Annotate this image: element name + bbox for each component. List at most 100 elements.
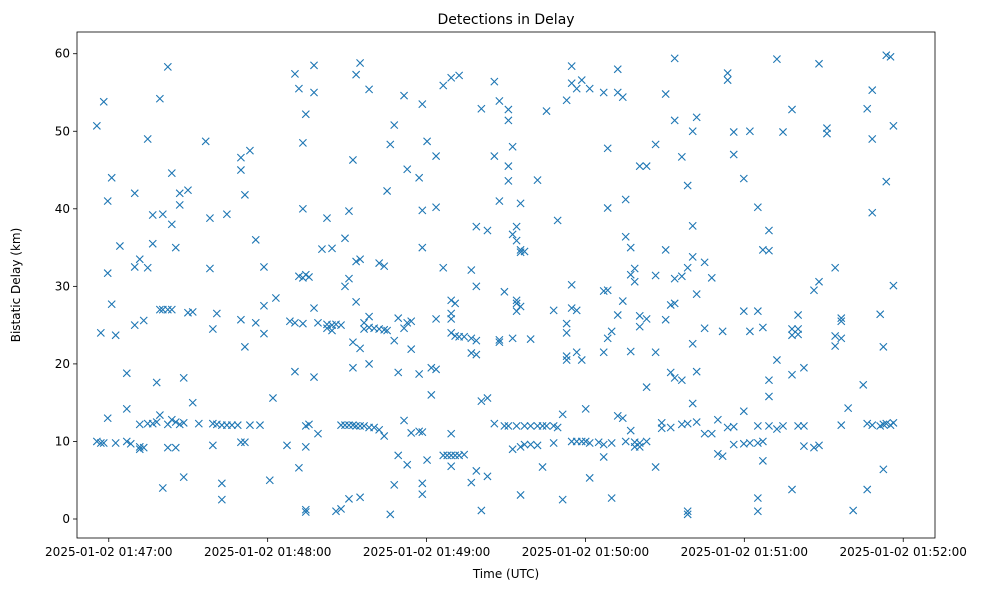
data-point: [599, 348, 608, 357]
data-point: [745, 127, 754, 136]
data-point: [788, 105, 796, 114]
data-point: [365, 359, 374, 368]
data-point: [599, 452, 608, 461]
x-tick-label: 2025-01-02 01:52:00: [839, 545, 966, 559]
data-point: [661, 245, 670, 254]
data-point: [562, 328, 571, 337]
data-point: [163, 443, 172, 452]
data-point: [205, 264, 214, 273]
data-point: [152, 378, 161, 387]
data-point: [447, 73, 456, 82]
data-point: [205, 214, 214, 223]
data-point: [245, 146, 254, 155]
data-point: [313, 429, 322, 438]
data-point: [447, 462, 456, 471]
data-point: [310, 373, 318, 382]
y-axis-label: Bistatic Delay (km): [9, 228, 23, 343]
data-point: [483, 394, 492, 403]
data-point: [607, 439, 616, 447]
data-point: [520, 247, 529, 256]
data-point: [718, 452, 727, 461]
x-tick-label: 2025-01-02 01:50:00: [522, 545, 649, 559]
data-point: [122, 404, 131, 413]
data-point: [135, 255, 144, 264]
data-point: [443, 451, 452, 460]
data-point: [403, 460, 412, 469]
data-point: [607, 327, 616, 336]
data-point: [630, 264, 639, 273]
data-point: [477, 506, 486, 515]
data-point: [779, 421, 787, 430]
data-point: [567, 304, 576, 313]
data-point: [259, 329, 268, 338]
data-point: [670, 299, 679, 308]
data-point: [577, 356, 586, 365]
data-point: [432, 152, 441, 161]
data-point: [96, 439, 105, 447]
data-point: [562, 96, 571, 105]
data-point: [500, 287, 509, 296]
data-point: [758, 456, 767, 465]
data-point: [328, 244, 337, 253]
data-point: [642, 314, 651, 323]
data-point: [635, 442, 644, 451]
data-point: [383, 186, 392, 195]
data-point: [651, 271, 660, 280]
data-point: [130, 321, 139, 330]
data-point: [549, 439, 558, 447]
data-point: [526, 421, 535, 430]
data-point: [512, 296, 521, 305]
data-point: [504, 116, 513, 125]
data-point: [407, 317, 416, 326]
data-point: [356, 59, 365, 68]
data-point: [688, 252, 697, 261]
data-point: [677, 376, 686, 385]
data-point: [298, 319, 307, 328]
data-point: [868, 421, 877, 430]
data-point: [504, 105, 513, 114]
data-point: [670, 54, 679, 63]
data-point: [764, 246, 773, 255]
data-point: [348, 338, 357, 347]
data-point: [111, 331, 120, 340]
data-point: [356, 344, 365, 353]
data-point: [188, 398, 197, 407]
data-point: [794, 311, 803, 320]
data-point: [171, 243, 180, 252]
data-point: [301, 508, 310, 517]
data-point: [688, 339, 697, 348]
data-point: [268, 394, 277, 403]
data-point: [236, 166, 245, 175]
data-point: [753, 439, 762, 447]
y-axis: 0 10 20 30 40 50 60: [55, 47, 77, 526]
data-point: [394, 451, 403, 460]
data-point: [508, 334, 517, 343]
data-point: [310, 88, 318, 97]
data-point: [661, 315, 670, 324]
data-point: [310, 304, 318, 313]
data-point: [788, 370, 796, 379]
data-point: [670, 274, 679, 283]
data-point: [626, 347, 635, 356]
data-point: [380, 432, 389, 441]
data-point: [683, 510, 692, 519]
data-point: [148, 239, 157, 248]
data-point: [621, 195, 630, 204]
data-point: [451, 451, 460, 460]
data-point: [642, 383, 651, 392]
data-point: [304, 273, 313, 282]
data-point: [103, 269, 112, 278]
data-point: [799, 363, 808, 372]
data-point: [585, 84, 594, 93]
data-point: [179, 373, 188, 382]
data-point: [163, 305, 172, 314]
data-point: [175, 189, 184, 198]
data-point: [167, 169, 176, 178]
data-point: [415, 427, 424, 436]
data-point: [837, 334, 846, 343]
data-point: [394, 368, 403, 377]
data-point: [562, 319, 571, 328]
data-point: [432, 314, 441, 323]
data-point: [512, 421, 521, 430]
